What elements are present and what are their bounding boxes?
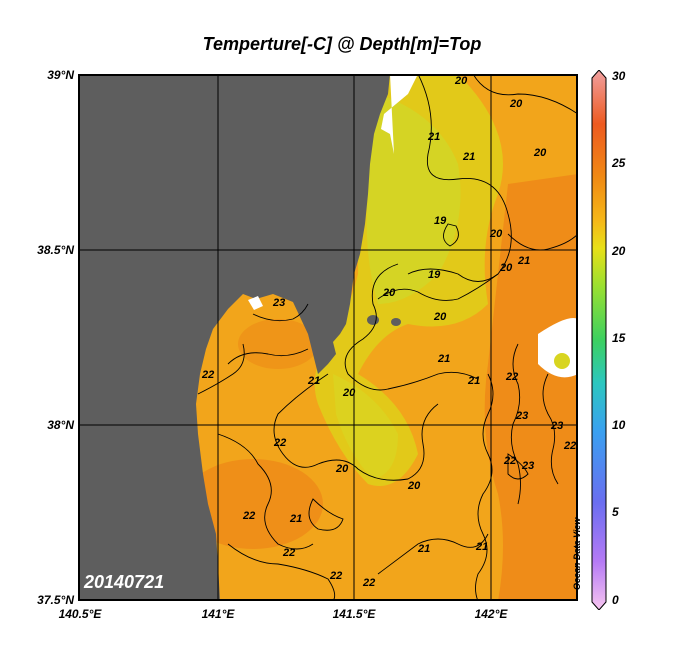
contour-label: 22 — [362, 577, 375, 589]
contour-label: 21 — [437, 353, 450, 365]
lat-label: 37.5°N — [37, 593, 74, 607]
lat-label: 38°N — [47, 418, 74, 432]
map-panel: 20 20 21 21 20 19 19 20 20 21 20 20 21 2… — [78, 74, 578, 601]
contour-label: 22 — [273, 437, 286, 449]
contour-label: 22 — [503, 455, 516, 467]
contour-label: 20 — [433, 311, 447, 323]
contour-label: 23 — [272, 297, 285, 309]
contour-label: 22 — [329, 570, 342, 582]
contour-label: 20 — [335, 463, 349, 475]
contour-label: 21 — [467, 375, 480, 387]
lon-label: 142°E — [474, 607, 508, 621]
island — [367, 315, 379, 325]
colorbar-tick: 15 — [612, 331, 626, 345]
colorbar-ramp — [591, 70, 607, 610]
contour-labels: 20 20 21 21 20 19 19 20 20 21 20 20 21 2… — [201, 75, 576, 589]
odv-watermark: Ocean Data View — [572, 517, 582, 590]
contour-label: 20 — [407, 480, 421, 492]
contour-label: 19 — [428, 269, 441, 281]
map-border — [78, 74, 578, 601]
graticule — [78, 74, 578, 601]
contour-label: 23 — [521, 460, 534, 472]
colorbar-tick: 25 — [612, 156, 626, 170]
colorbar-tick: 0 — [612, 593, 619, 607]
contour-label: 19 — [434, 215, 447, 227]
contour-label: 20 — [342, 387, 356, 399]
contour-label: 22 — [505, 371, 518, 383]
contour-label: 21 — [417, 543, 430, 555]
contour-label: 23 — [550, 420, 563, 432]
cool-core — [366, 94, 461, 304]
contour-label: 21 — [517, 255, 530, 267]
lat-label: 39°N — [47, 68, 74, 82]
contour-label: 21 — [475, 541, 488, 553]
island — [391, 318, 401, 326]
nodata-north — [381, 74, 418, 154]
contour-label: 20 — [533, 147, 547, 159]
lat-label: 38.5°N — [37, 243, 74, 257]
cool-spot-east — [554, 353, 570, 369]
contour-label: 21 — [307, 375, 320, 387]
contour-label: 20 — [454, 75, 468, 87]
lon-label: 140.5°E — [58, 607, 102, 621]
date-stamp: 20140721 — [84, 572, 165, 592]
warm-patch-w — [238, 319, 318, 369]
nodata-west — [248, 296, 263, 310]
colorbar-tick: 10 — [612, 418, 626, 432]
contour-label: 21 — [462, 151, 475, 163]
lon-label: 141°E — [201, 607, 235, 621]
contour-label: 22 — [563, 440, 576, 452]
contour-label: 20 — [489, 228, 503, 240]
colorbar-tick: 30 — [612, 69, 626, 83]
contour-label: 22 — [201, 369, 214, 381]
isotherms — [197, 74, 578, 601]
contour-label: 20 — [499, 262, 513, 274]
colorbar — [591, 70, 607, 610]
contour-label: 21 — [427, 131, 440, 143]
temperature-map: 20 20 21 21 20 19 19 20 20 21 20 20 21 2… — [78, 74, 578, 601]
contour-label: 20 — [382, 287, 396, 299]
cool-south — [333, 374, 398, 479]
contour-label: 21 — [289, 513, 302, 525]
land-honshu — [78, 74, 390, 601]
contour-label: 23 — [515, 410, 528, 422]
contour-label: 20 — [509, 98, 523, 110]
warm-band-east — [484, 174, 578, 601]
contour-label: 22 — [242, 510, 255, 522]
colorbar-tick: 5 — [612, 505, 619, 519]
contour-label: 22 — [282, 547, 295, 559]
colorbar-tick: 20 — [612, 244, 626, 258]
lon-label: 141.5°E — [332, 607, 376, 621]
map-title: Temperture[-C] @ Depth[m]=Top — [202, 34, 482, 54]
